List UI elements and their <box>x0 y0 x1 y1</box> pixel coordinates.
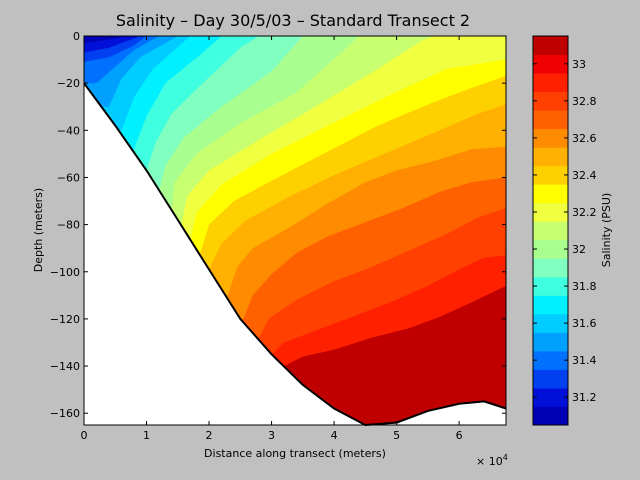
colorbar-swatch <box>533 313 568 333</box>
x-tick-label: 4 <box>331 429 338 442</box>
y-tick-label: −80 <box>57 219 80 232</box>
colorbar-tick-label: 31.4 <box>572 354 597 367</box>
colorbar-tick-label: 32 <box>572 243 586 256</box>
colorbar-tick-label: 32.6 <box>572 132 597 145</box>
y-axis-label: Depth (meters) <box>32 188 45 272</box>
y-axis-ticks: 0 −20 −40 −60 −80 −100 −120 −140 −160 <box>50 30 506 420</box>
colorbar-swatch <box>533 54 568 74</box>
y-tick-label: −100 <box>50 266 80 279</box>
colorbar-swatch <box>533 110 568 130</box>
colorbar-tick-label: 31.2 <box>572 391 597 404</box>
x-axis-multiplier-base: × 10 <box>476 455 503 468</box>
colorbar-tick-label: 33 <box>572 58 586 71</box>
colorbar-frame <box>532 35 569 426</box>
x-axis-label: Distance along transect (meters) <box>204 447 386 460</box>
seabed-mask <box>84 83 506 425</box>
colorbar-swatch <box>533 332 568 352</box>
colorbar-swatch <box>533 258 568 278</box>
colorbar-tick-label: 31.6 <box>572 317 597 330</box>
x-tick-label: 6 <box>456 429 463 442</box>
colorbar-swatch <box>533 276 568 296</box>
y-tick-label: −160 <box>50 407 80 420</box>
colorbar-swatch <box>533 387 568 407</box>
water-region <box>84 36 506 425</box>
chart-title: Salinity – Day 30/5/03 – Standard Transe… <box>116 11 470 30</box>
colorbar-swatch <box>533 295 568 315</box>
x-axis-multiplier-exp: 4 <box>503 453 508 462</box>
x-tick-label: 2 <box>206 429 213 442</box>
y-tick-label: 0 <box>73 30 80 43</box>
contour-band-31.15 <box>84 36 128 44</box>
colorbar-swatch <box>533 406 568 426</box>
colorbar-swatch <box>533 128 568 148</box>
colorbar-swatch <box>533 36 568 56</box>
colorbar-swatch <box>533 239 568 259</box>
x-tick-label: 5 <box>393 429 400 442</box>
colorbar-swatch <box>533 165 568 185</box>
colorbar-tick-label: 32.8 <box>572 95 597 108</box>
colorbar-swatch <box>533 202 568 222</box>
colorbar-swatch <box>533 221 568 241</box>
y-tick-label: −140 <box>50 360 80 373</box>
x-axis-ticks: 0 1 2 3 4 5 6 <box>81 36 463 442</box>
seabed-line <box>83 82 507 427</box>
colorbar-tick-label: 32.2 <box>572 206 597 219</box>
plot-area: 0 1 2 3 4 5 6 0 −20 −40 −60 −80 −100 −120 −140 −160 <box>50 30 507 442</box>
x-tick-label: 1 <box>143 429 150 442</box>
y-tick-label: −20 <box>57 77 80 90</box>
colorbar-swatch <box>533 91 568 111</box>
colorbar-tick-label: 31.8 <box>572 280 597 293</box>
y-tick-label: −40 <box>57 124 80 137</box>
y-tick-label: −60 <box>57 171 80 184</box>
colorbar-swatch <box>533 350 568 370</box>
colorbar-swatch <box>533 73 568 93</box>
colorbar-tick-label: 32.4 <box>572 169 597 182</box>
x-tick-label: 0 <box>81 429 88 442</box>
x-axis-multiplier: × 104 <box>476 453 508 468</box>
plot-frame <box>83 35 507 426</box>
colorbar-swatch <box>533 369 568 389</box>
colorbar-label: Salinity (PSU) <box>600 193 613 267</box>
y-tick-label: −120 <box>50 313 80 326</box>
colorbar: 31.2 31.4 31.6 31.8 32 32.2 32.4 32.6 32.8 33 <box>532 35 597 426</box>
colorbar-swatch <box>533 184 568 204</box>
colorbar-swatch <box>533 147 568 167</box>
x-tick-label: 3 <box>268 429 275 442</box>
